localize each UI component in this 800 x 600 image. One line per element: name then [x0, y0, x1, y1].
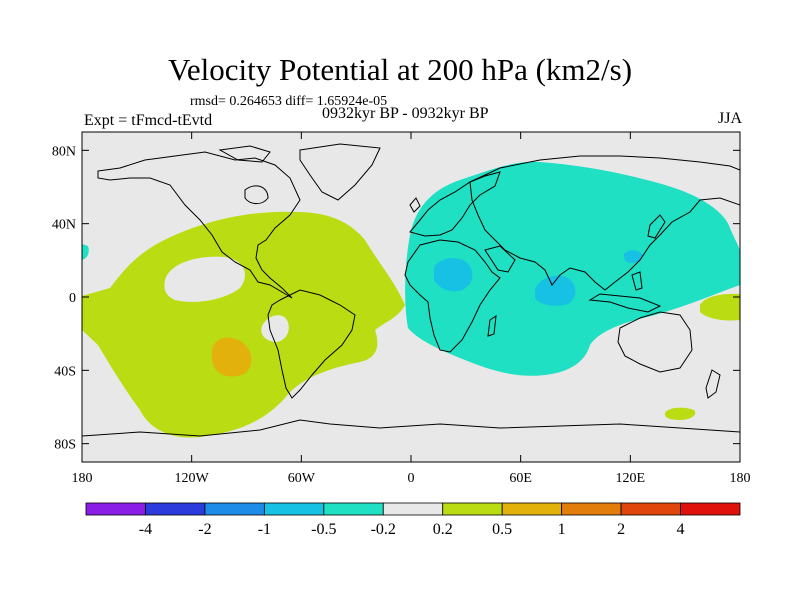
colorbar-label: -0.2	[371, 521, 396, 538]
colorbar-swatch	[442, 502, 503, 516]
neutral-hole-pacific	[164, 256, 245, 302]
positive-anomaly-region-west	[82, 211, 405, 438]
colorbar-label: 4	[677, 521, 685, 538]
coast-europe	[409, 171, 501, 237]
coast-south-america	[267, 289, 356, 399]
colorbar-label: 0.5	[492, 521, 512, 538]
coast-africa	[404, 239, 501, 353]
lon-label: 180	[72, 471, 93, 486]
lat-label: 40S	[54, 364, 76, 379]
positive-anomaly-core	[211, 337, 252, 377]
colorbar-label: 1	[558, 521, 566, 538]
colorbar-label: -0.5	[311, 521, 336, 538]
positive-anomaly-patch-south	[664, 407, 696, 420]
colorbar-swatch	[85, 502, 146, 516]
experiment-label: Expt = tFmcd-tEvtd	[84, 112, 213, 129]
coast-asia	[469, 155, 740, 291]
colorbar-swatch	[323, 502, 384, 516]
lon-label: 60W	[288, 471, 316, 486]
coast-antarctica	[82, 419, 740, 437]
positive-anomaly-region-east	[700, 293, 740, 321]
colorbar-swatch	[263, 502, 325, 516]
colorbar-swatch	[145, 502, 206, 516]
coast-arctic-islands	[218, 145, 271, 163]
colorbar-label: -1	[258, 521, 271, 538]
coast-new-zealand	[705, 369, 721, 399]
negative-anomaly-core-africa	[434, 258, 473, 292]
coast-australia	[617, 311, 693, 373]
negative-anomaly-core-indian-ocean	[535, 275, 576, 306]
colorbar-label: -4	[139, 521, 152, 538]
period-label: 0932kyr BP - 0932kyr BP	[322, 105, 489, 122]
lon-label: 60E	[509, 471, 532, 486]
colorbar-label: 2	[617, 521, 625, 538]
lon-label: 0	[408, 471, 415, 486]
colorbar-swatch	[382, 502, 444, 516]
lon-label: 120W	[175, 471, 210, 486]
colorbar-swatch	[204, 502, 265, 516]
colorbar-swatch	[501, 502, 563, 516]
colorbar-swatch	[680, 502, 741, 516]
colorbar-label: -2	[198, 521, 211, 538]
map-title: Velocity Potential at 200 hPa (km2/s)	[167, 52, 633, 87]
lon-label: 120E	[616, 471, 646, 486]
coast-philippines	[631, 271, 643, 291]
negative-anomaly-west-edge	[82, 244, 89, 260]
coast-japan	[647, 214, 666, 239]
coast-north-america	[97, 151, 301, 299]
coastlines	[82, 143, 740, 437]
coast-greenland	[299, 143, 381, 201]
colorbar: -4 -2 -1 -0.5 -0.2 0.2 0.5 1 2 4	[85, 502, 741, 538]
lon-label: 180	[730, 471, 751, 486]
negative-anomaly-core-east-asia	[623, 250, 643, 264]
lat-label: 0	[69, 291, 76, 306]
colorbar-label: 0.2	[433, 521, 453, 538]
coast-madagascar	[487, 314, 497, 337]
colorbar-swatch	[561, 502, 622, 516]
stats-line: rmsd= 0.264653 diff= 1.65924e-05	[190, 94, 388, 109]
lat-label: 80S	[54, 438, 76, 453]
latitude-axis: 80N 40N 0 40S 80S	[52, 144, 740, 453]
longitude-axis: 180 120W 60W 0 60E 120E 180	[72, 132, 751, 486]
lat-label: 40N	[52, 218, 76, 233]
coast-arabia	[484, 245, 516, 273]
lat-label: 80N	[52, 144, 76, 159]
neutral-hole-chile	[261, 315, 289, 342]
coast-indonesia	[588, 293, 662, 313]
colorbar-swatch	[620, 502, 681, 516]
coast-hudson-bay	[244, 185, 269, 205]
coast-british-isles	[409, 197, 421, 213]
season-label: JJA	[717, 110, 742, 127]
